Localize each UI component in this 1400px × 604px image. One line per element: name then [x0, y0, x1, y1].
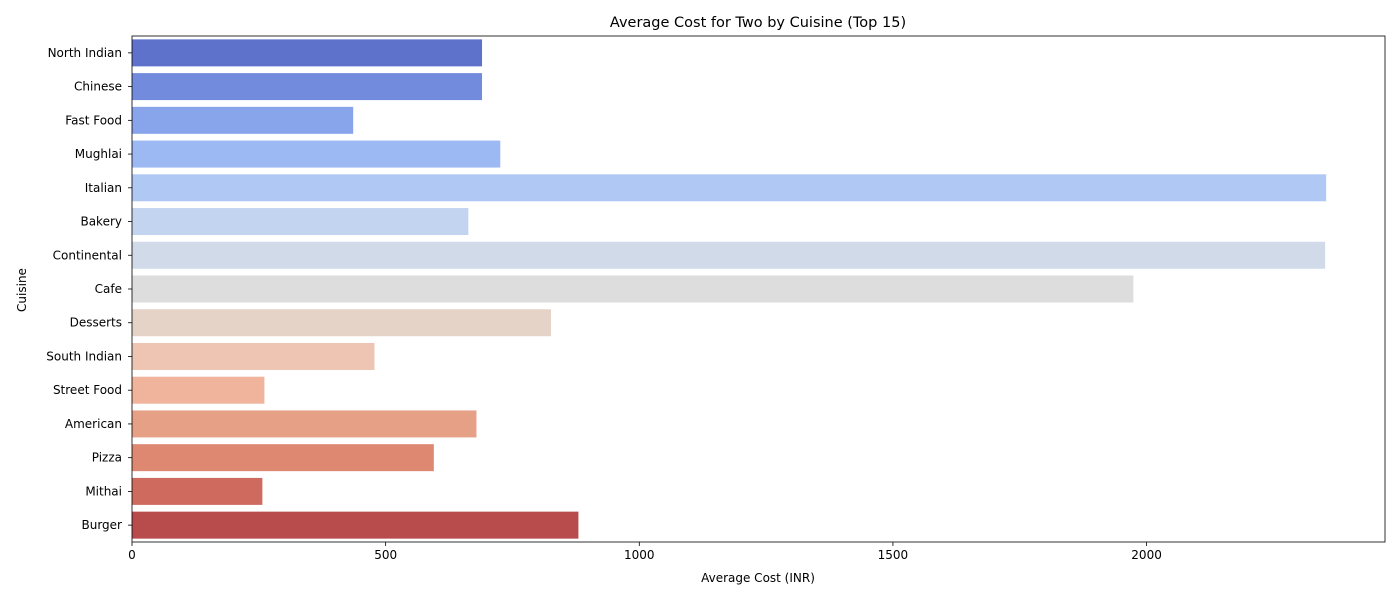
x-tick-label: 0	[128, 548, 136, 562]
y-tick-label: Mithai	[85, 484, 122, 498]
bar-continental	[132, 241, 1326, 269]
y-tick-label: Street Food	[53, 383, 122, 397]
y-tick-label: Desserts	[70, 316, 122, 330]
bar-south-indian	[132, 342, 375, 370]
y-tick-label: Chinese	[74, 80, 122, 94]
bar-chinese	[132, 73, 483, 101]
x-tick-label: 500	[374, 548, 397, 562]
bar-north-indian	[132, 39, 483, 67]
y-tick-label: Pizza	[92, 451, 122, 465]
y-axis-ticks: North Indian Chinese Fast Food Mughlai Itali…	[46, 46, 132, 532]
bar-bakery	[132, 208, 469, 236]
y-tick-label: South Indian	[46, 349, 122, 363]
bar-mughlai	[132, 140, 501, 168]
chart-title: Average Cost for Two by Cuisine (Top 15)	[610, 15, 906, 31]
y-tick-label: North Indian	[48, 46, 122, 60]
bar-desserts	[132, 309, 552, 337]
bar-cafe	[132, 275, 1134, 303]
x-axis-ticks: 0 500 1000 1500 2000	[128, 542, 1162, 562]
x-tick-label: 1000	[624, 548, 655, 562]
y-tick-label: Continental	[53, 248, 122, 262]
bar-american	[132, 410, 477, 438]
bar-pizza	[132, 444, 434, 472]
y-tick-label: Burger	[82, 518, 123, 532]
bar-fast-food	[132, 106, 354, 134]
y-tick-label: Fast Food	[65, 113, 122, 127]
bars-group	[132, 39, 1327, 539]
plot-frame	[131, 35, 1386, 543]
x-tick-label: 2000	[1131, 548, 1162, 562]
bar-italian	[132, 174, 1327, 202]
y-tick-label: Mughlai	[75, 147, 122, 161]
y-tick-label: Italian	[85, 181, 122, 195]
x-tick-label: 1500	[878, 548, 909, 562]
x-axis-label: Average Cost (INR)	[701, 571, 815, 585]
y-axis-label: Cuisine	[15, 268, 29, 312]
y-tick-label: American	[65, 417, 122, 431]
y-tick-label: Bakery	[80, 215, 122, 229]
bar-mithai	[132, 477, 263, 505]
y-tick-label: Cafe	[95, 282, 122, 296]
bar-street-food	[132, 376, 265, 404]
bar-burger	[132, 511, 579, 539]
